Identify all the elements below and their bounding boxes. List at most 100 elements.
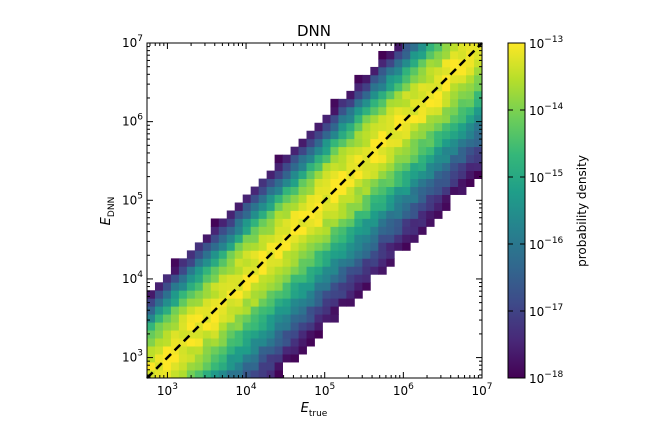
heatmap-cell xyxy=(282,202,291,211)
heatmap-cell xyxy=(234,362,244,371)
heatmap-cell xyxy=(202,250,212,259)
heatmap-cell xyxy=(322,202,331,211)
heatmap-cell xyxy=(314,306,323,315)
heatmap-cell xyxy=(250,330,260,339)
heatmap-cell xyxy=(226,314,236,323)
x-axis-label: Etrue xyxy=(301,401,328,419)
heatmap-cell xyxy=(266,362,276,371)
heatmap-cell xyxy=(258,298,268,307)
heatmap-cell xyxy=(434,43,443,52)
heatmap-cell xyxy=(242,202,252,211)
heatmap-cell xyxy=(450,43,459,52)
heatmap-cell xyxy=(322,154,331,164)
heatmap-cell xyxy=(242,218,252,227)
heatmap-cell xyxy=(426,114,435,124)
heatmap-cell xyxy=(450,50,459,60)
heatmap-cell xyxy=(402,242,411,251)
heatmap-cell xyxy=(314,194,323,203)
heatmap-cell xyxy=(386,154,395,164)
heatmap-cell xyxy=(426,106,435,116)
heatmap-cell xyxy=(226,362,236,371)
heatmap-cell xyxy=(162,314,172,323)
heatmap-cell xyxy=(330,194,339,203)
heatmap-cell xyxy=(314,122,323,132)
heatmap-cell xyxy=(474,122,483,132)
heatmap-cell xyxy=(402,138,411,148)
heatmap-cell xyxy=(418,178,427,187)
heatmap-cell xyxy=(378,50,387,60)
heatmap-cell xyxy=(458,162,467,172)
heatmap-cell xyxy=(242,234,252,243)
heatmap-cell xyxy=(250,346,260,355)
heatmap-cell xyxy=(410,114,419,124)
heatmap-cell xyxy=(466,122,475,132)
heatmap-cell xyxy=(186,370,196,379)
heatmap-cell xyxy=(362,186,371,195)
heatmap-cell xyxy=(186,266,196,275)
heatmap-cell xyxy=(306,146,315,156)
heatmap-cell xyxy=(362,146,371,156)
heatmap-cell xyxy=(354,138,363,148)
heatmap-cell xyxy=(434,50,443,60)
heatmap-cell xyxy=(194,250,204,259)
heatmap-cell xyxy=(354,266,363,275)
heatmap-cell xyxy=(290,330,299,339)
heatmap-cell xyxy=(394,202,403,211)
heatmap-cell xyxy=(218,290,228,299)
heatmap-cell xyxy=(402,146,411,156)
heatmap-cell xyxy=(370,242,379,251)
heatmap-cell xyxy=(450,178,459,187)
heatmap-cell xyxy=(466,154,475,164)
heatmap-cell xyxy=(362,74,371,84)
heatmap-cell xyxy=(402,90,411,100)
heatmap-cell xyxy=(450,82,459,92)
heatmap-cell xyxy=(282,218,291,227)
heatmap-cell xyxy=(194,338,204,347)
heatmap-cell xyxy=(330,242,339,251)
heatmap-cell xyxy=(218,306,228,315)
heatmap-cell xyxy=(162,322,172,331)
heatmap-cell xyxy=(234,266,244,275)
heatmap-cell xyxy=(147,314,156,323)
heatmap-cell xyxy=(362,226,371,235)
heatmap-cell xyxy=(378,58,387,68)
heatmap-cell xyxy=(154,338,164,347)
heatmap-cell xyxy=(346,114,355,124)
heatmap-cell xyxy=(170,298,180,307)
heatmap-cell xyxy=(162,306,172,315)
heatmap-cell xyxy=(194,322,204,331)
heatmap-cell xyxy=(386,122,395,132)
heatmap-cell xyxy=(426,66,435,76)
heatmap-cell xyxy=(147,298,156,307)
heatmap-cell xyxy=(338,194,347,203)
heatmap-cell xyxy=(410,170,419,179)
heatmap-cell xyxy=(346,202,355,211)
heatmap-cell xyxy=(298,234,307,243)
heatmap-cell xyxy=(378,74,387,84)
heatmap-cell xyxy=(202,298,212,307)
heatmap-cell xyxy=(458,43,467,52)
heatmap-cell xyxy=(298,202,307,211)
heatmap-cell xyxy=(370,154,379,164)
heatmap-cell xyxy=(314,242,323,251)
heatmap-cell xyxy=(330,98,339,108)
heatmap-cell xyxy=(202,274,212,283)
heatmap-cell xyxy=(282,330,291,339)
heatmap-cell xyxy=(290,290,299,299)
heatmap-cell xyxy=(202,242,212,251)
heatmap-cell xyxy=(354,202,363,211)
heatmap-cell xyxy=(178,306,188,315)
heatmap-cell xyxy=(426,50,435,60)
heatmap-cell xyxy=(354,162,363,172)
y-axis-label-subscript: DNN xyxy=(107,197,117,217)
heatmap-cell xyxy=(346,122,355,132)
heatmap-cell xyxy=(266,290,276,299)
heatmap-cell xyxy=(378,178,387,187)
heatmap-cell xyxy=(466,162,475,172)
heatmap-cell xyxy=(154,282,164,291)
heatmap-cell xyxy=(450,114,459,124)
heatmap-cell xyxy=(274,226,283,235)
heatmap-cell xyxy=(338,258,347,267)
heatmap-cell xyxy=(426,186,435,195)
